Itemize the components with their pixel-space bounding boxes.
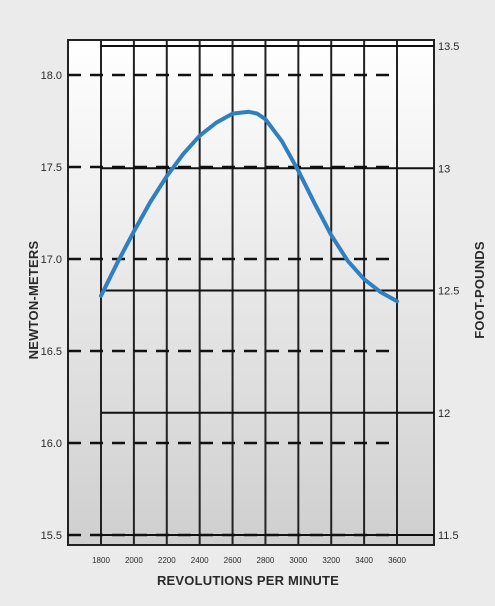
right-tick-label: 11.5 [438, 530, 459, 542]
x-tick-label: 2400 [191, 556, 209, 565]
x-tick-label: 3400 [355, 556, 373, 565]
x-tick-label: 2800 [257, 556, 275, 565]
series-group [99, 109, 399, 304]
vertical-gridlines [100, 40, 398, 545]
right-tick-label: 12.5 [438, 286, 459, 298]
x-axis-label: REVOLUTIONS PER MINUTE [157, 573, 339, 588]
x-tick-label: 2000 [125, 556, 143, 565]
right-tick-label: 13 [438, 163, 450, 175]
x-tick-label: 3200 [322, 556, 340, 565]
x-axis-ticks: 1800 2000 2200 2400 2600 2800 3000 3200 3400 3600 [92, 556, 406, 565]
x-tick-label: 3600 [388, 556, 406, 565]
y-axis-label-right: FOOT-POUNDS [472, 241, 487, 339]
left-tick-label: 17.0 [41, 254, 62, 266]
left-tick-label: 18.0 [41, 70, 62, 82]
right-tick-label: 13.5 [438, 41, 459, 53]
left-tick-label: 16.5 [41, 346, 62, 358]
x-tick-label: 1800 [92, 556, 110, 565]
left-tick-label: 15.5 [41, 530, 62, 542]
right-tick-label: 12 [438, 408, 450, 420]
x-tick-label: 3000 [289, 556, 307, 565]
x-tick-label: 2200 [158, 556, 176, 565]
x-tick-label: 2600 [224, 556, 242, 565]
plot-area [67, 39, 435, 546]
right-axis-ticks: 11.5 12 12.5 13 13.5 [438, 41, 459, 542]
left-tick-label: 17.5 [41, 162, 62, 174]
y-axis-label-left: NEWTON-METERS [26, 241, 41, 360]
left-tick-label: 16.0 [41, 438, 62, 450]
torque-curve [99, 109, 399, 304]
left-axis-ticks: 15.5 16.0 16.5 17.0 17.5 18.0 [41, 70, 62, 542]
